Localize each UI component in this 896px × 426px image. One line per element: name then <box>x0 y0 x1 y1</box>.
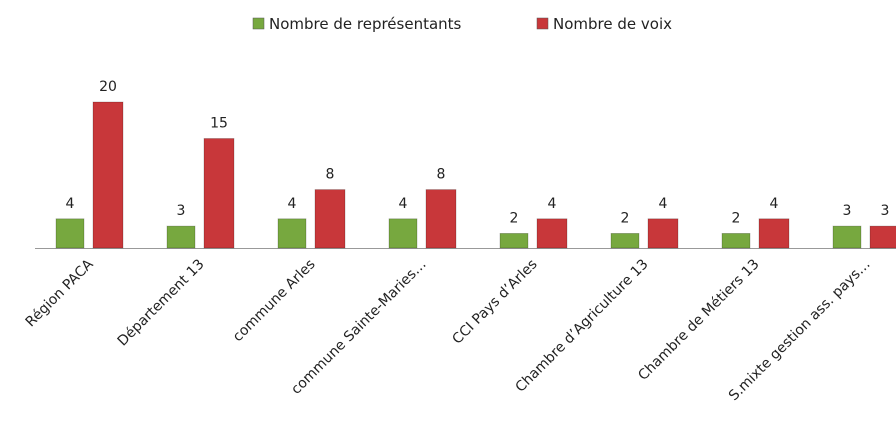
data-label: 15 <box>210 116 228 132</box>
bar <box>499 232 529 249</box>
x-tick-label: Région PACA <box>23 256 97 330</box>
x-tick-label: Chambre de Métiers 13 <box>635 256 762 383</box>
bar <box>425 189 457 249</box>
legend-label: Nombre de voix <box>553 15 672 33</box>
bar <box>832 225 862 249</box>
data-label: 8 <box>326 167 335 183</box>
data-label: 2 <box>510 210 519 226</box>
data-label: 8 <box>437 167 446 183</box>
data-label: 4 <box>66 196 75 212</box>
bar <box>536 218 568 249</box>
bar <box>55 218 85 249</box>
data-label: 2 <box>732 210 741 226</box>
data-label: 3 <box>843 203 852 219</box>
legend-swatch <box>536 17 549 30</box>
bar <box>203 138 235 249</box>
bar <box>314 189 346 249</box>
data-label: 4 <box>399 196 408 212</box>
x-tick-label: Département 13 <box>115 256 208 349</box>
data-label: 3 <box>177 203 186 219</box>
data-label: 4 <box>288 196 297 212</box>
bar <box>610 232 640 249</box>
x-tick-label: commune Arles <box>230 256 319 345</box>
bar <box>388 218 418 249</box>
legend-label: Nombre de représentants <box>269 15 462 33</box>
data-label: 4 <box>548 196 557 212</box>
bar <box>647 218 679 249</box>
data-label: 3 <box>881 203 890 219</box>
data-label: 4 <box>659 196 668 212</box>
x-tick-label: commune Sainte-Maries… <box>288 256 429 397</box>
bar <box>869 225 896 249</box>
data-label: 2 <box>621 210 630 226</box>
bar <box>166 225 196 249</box>
bar <box>92 101 124 249</box>
bar <box>277 218 307 249</box>
bar <box>721 232 751 249</box>
data-label: 4 <box>770 196 779 212</box>
x-tick-label: Chambre d’Agriculture 13 <box>512 256 651 395</box>
x-tick-label: CCI Pays d’Arles <box>449 256 540 347</box>
data-label: 20 <box>99 79 117 95</box>
bar <box>758 218 790 249</box>
legend-swatch <box>252 17 265 30</box>
